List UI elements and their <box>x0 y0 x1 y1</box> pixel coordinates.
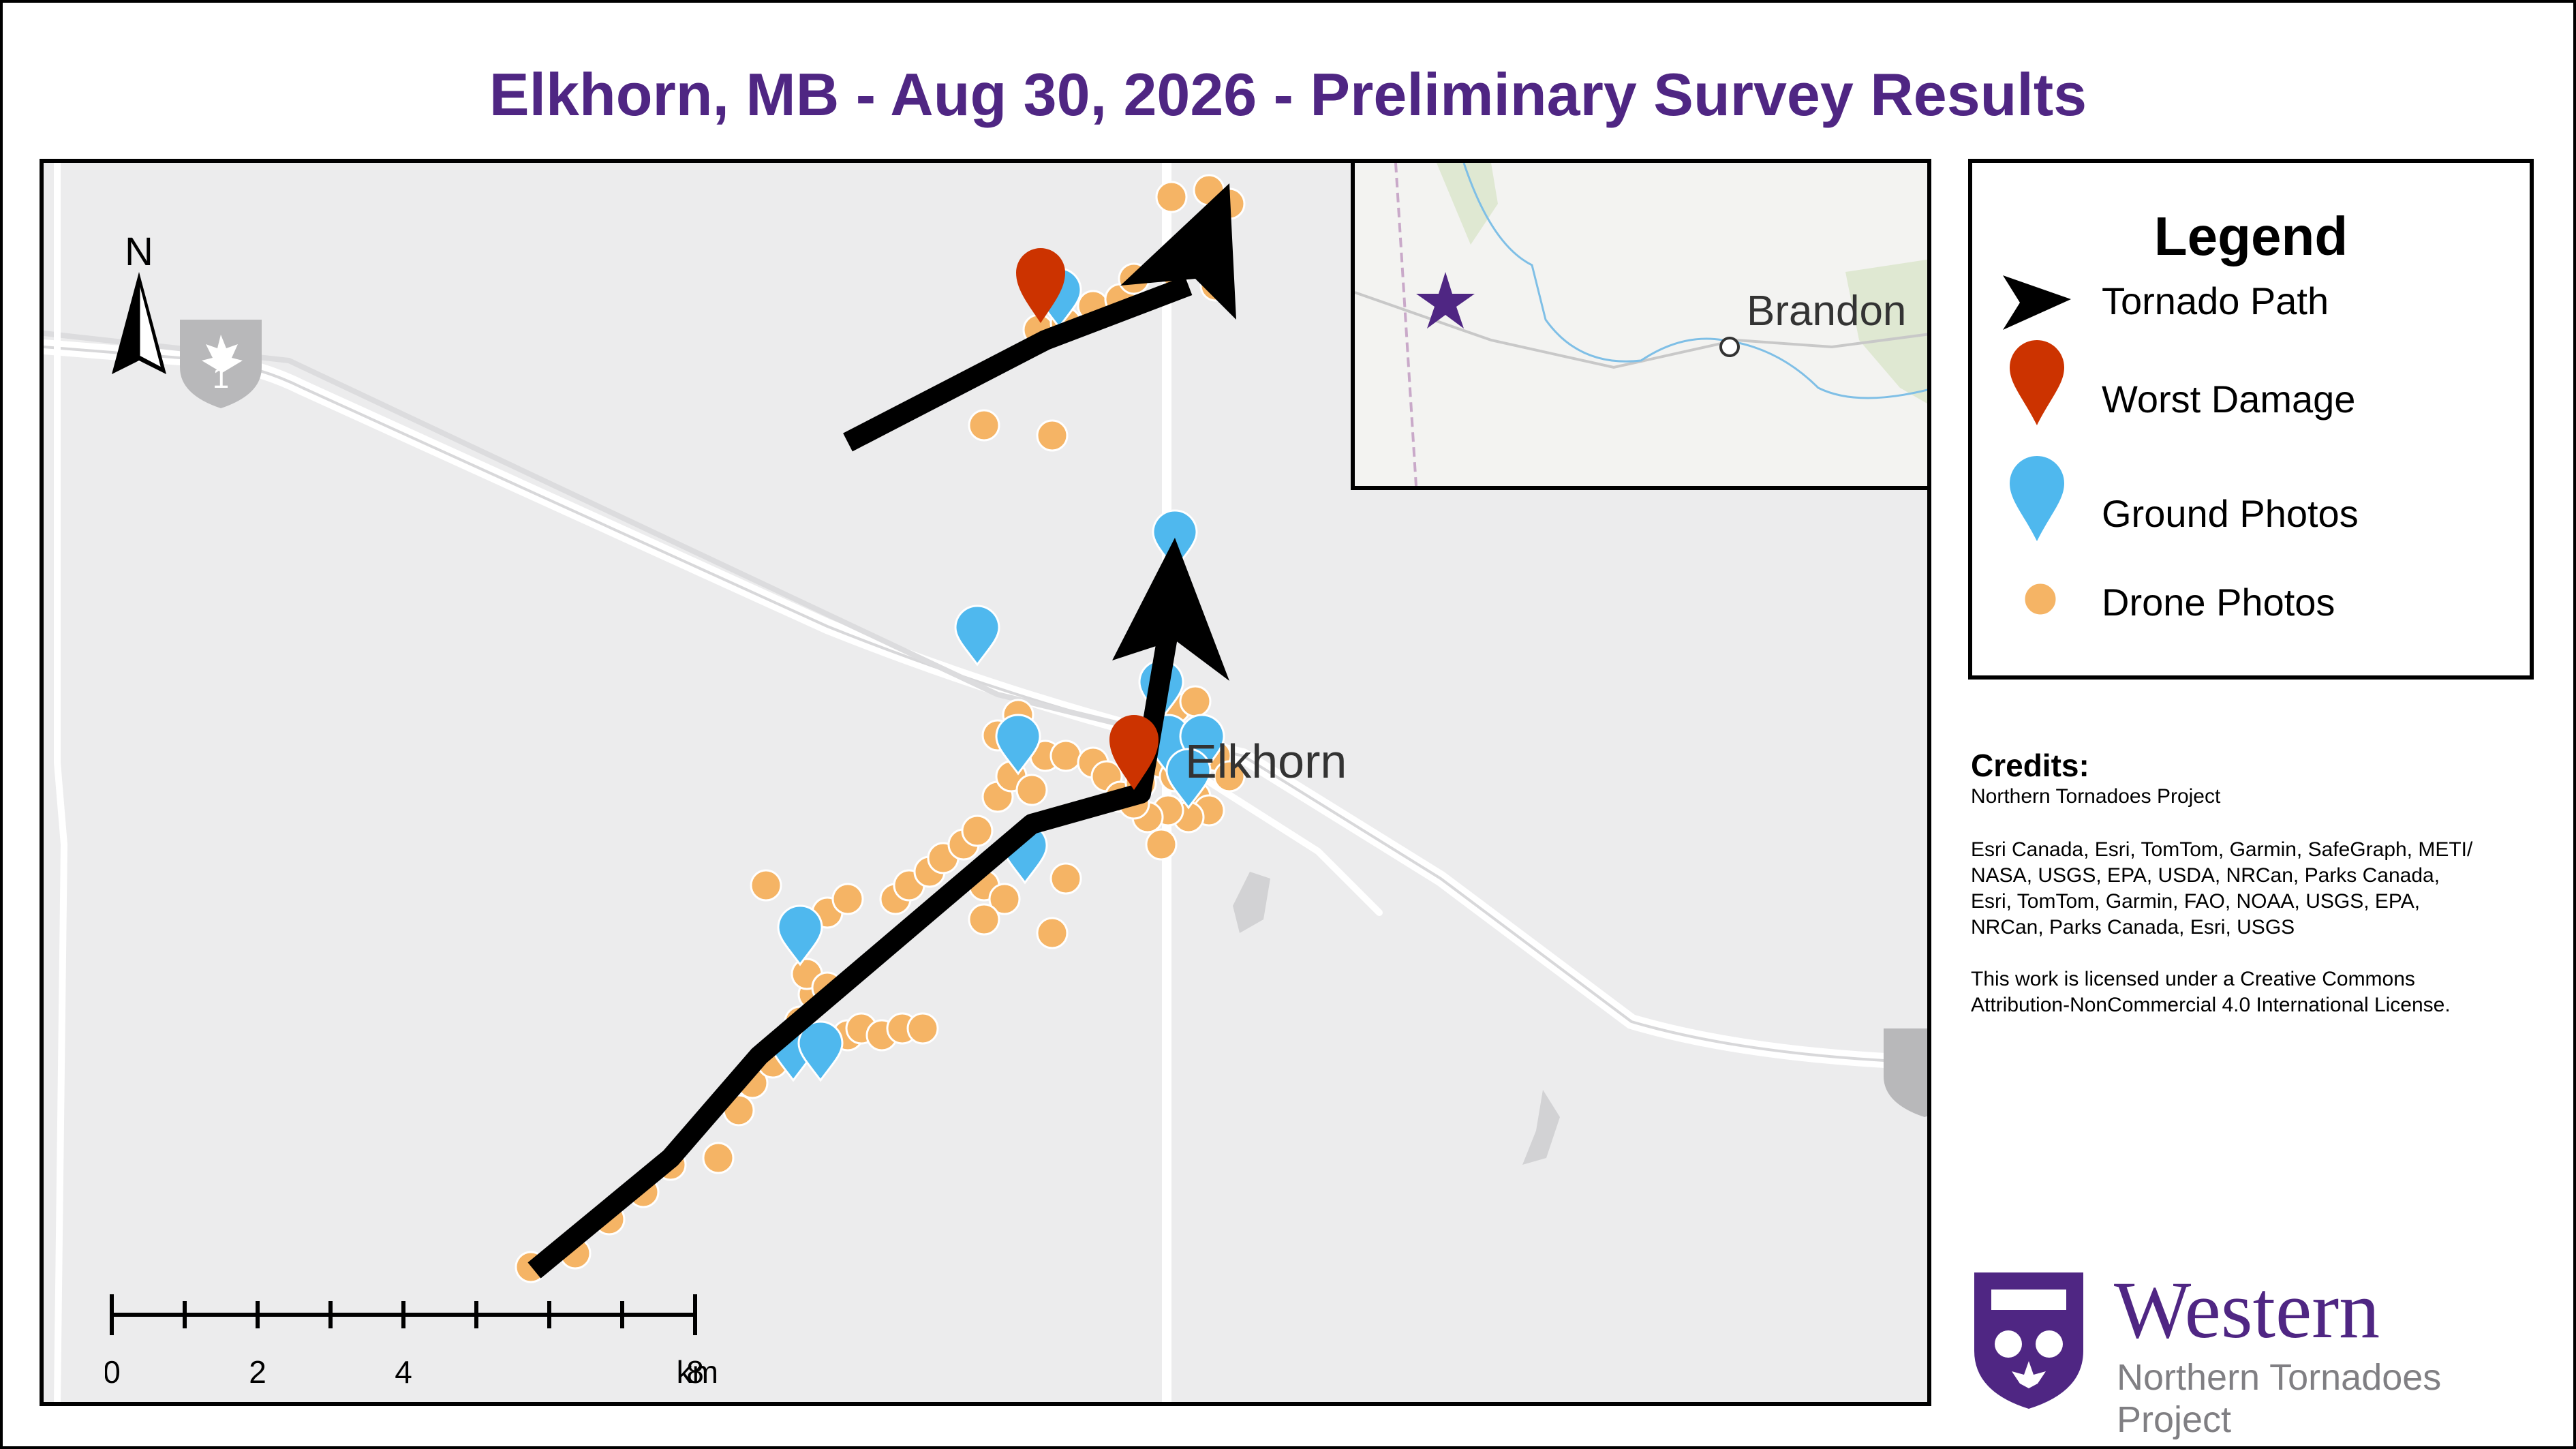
highway-shield: 1 <box>180 320 262 408</box>
drone-photo-marker[interactable] <box>968 903 1000 936</box>
drone-photo-marker[interactable] <box>1049 862 1082 895</box>
credits-license-line: This work is licensed under a Creative C… <box>1971 968 2415 990</box>
page-title: Elkhorn, MB - Aug 30, 2026 - Preliminary… <box>489 61 2087 128</box>
drone-photo-marker[interactable] <box>1145 828 1178 861</box>
tornado-path-north[interactable] <box>843 183 1236 452</box>
credits-license-line: Attribution-NonCommercial 4.0 Internatio… <box>1971 994 2451 1016</box>
drone-photo-marker[interactable] <box>988 883 1021 915</box>
ground-photo-pin[interactable] <box>995 714 1041 776</box>
east-road-branch <box>1165 752 1383 916</box>
credits-line: Northern Tornadoes Project <box>1971 785 2221 808</box>
lake <box>1233 872 1270 933</box>
legend-panel: Legend Tornado Path Worst Damage Ground … <box>1968 159 2534 680</box>
drone-photo-marker[interactable] <box>961 814 994 847</box>
ground-photo-pin[interactable] <box>954 605 1000 667</box>
western-logo: Western Northern Tornadoes Project <box>1971 1264 2557 1440</box>
ground-photo-pin[interactable] <box>1165 748 1212 810</box>
credits-heading: Credits: <box>1971 748 2089 783</box>
scale-tick-label: 0 <box>105 1354 121 1390</box>
red-pin-icon <box>2010 340 2064 425</box>
ground-photo-pin[interactable] <box>777 904 823 966</box>
drone-photo-marker[interactable] <box>831 883 864 915</box>
map-panel[interactable]: 1 N Elkhorn <box>40 159 1931 1406</box>
drone-photo-marker[interactable] <box>1155 181 1188 213</box>
black-arrow-icon <box>2003 275 2071 330</box>
orange-dot-icon <box>2023 581 2058 617</box>
drone-photo-marker[interactable] <box>1036 419 1069 452</box>
location-star-icon <box>1416 272 1475 329</box>
legend-label-ground-photos: Ground Photos <box>2102 492 2359 535</box>
worst-damage-pin[interactable] <box>1109 715 1159 790</box>
drone-photo-marker[interactable] <box>1049 739 1082 772</box>
highway-shield <box>1884 1028 1927 1117</box>
scale-bar: 0 2 4 8 km <box>105 1294 718 1390</box>
rail-line <box>44 331 1225 752</box>
scale-tick-label: 8 <box>686 1354 704 1390</box>
worst-damage-pin[interactable] <box>1016 248 1065 323</box>
north-arrow-icon <box>112 272 166 374</box>
legend-label-drone-photos: Drone Photos <box>2102 581 2335 624</box>
lake <box>1522 1090 1560 1165</box>
scale-tick-label: 4 <box>395 1354 412 1390</box>
logo-subline: Northern Tornadoes Project <box>2117 1357 2442 1440</box>
drone-photo-marker[interactable] <box>968 409 1000 442</box>
west-road <box>54 163 67 1402</box>
inset-map[interactable]: Brandon <box>1351 163 1927 490</box>
town-label-elkhorn: Elkhorn <box>1185 735 1347 788</box>
blue-pin-icon <box>2010 456 2064 541</box>
drone-photo-marker[interactable] <box>750 869 782 902</box>
drone-photo-marker[interactable] <box>906 1012 939 1045</box>
ground-photo-pin[interactable] <box>797 1020 844 1082</box>
drone-photo-marker[interactable] <box>1015 774 1048 806</box>
drone-photo-marker[interactable] <box>1213 760 1246 793</box>
logo-wordmark: Western <box>2114 1264 2380 1355</box>
western-crest-icon <box>1974 1272 2083 1409</box>
drone-photo-marker[interactable] <box>702 1142 735 1174</box>
credits-source-line: NRCan, Parks Canada, Esri, USGS <box>1971 916 2295 939</box>
credits-source-line: NASA, USGS, EPA, USDA, NRCan, Parks Cana… <box>1971 864 2440 887</box>
drone-photo-marker[interactable] <box>1036 917 1069 949</box>
scale-tick-label: 2 <box>249 1354 266 1390</box>
credits-block: Credits: Northern Tornadoes Project Esri… <box>1971 747 2557 1018</box>
legend-label-tornado-path: Tornado Path <box>2102 279 2329 322</box>
inset-map-canvas: Brandon <box>1355 163 1927 486</box>
legend-title: Legend <box>2153 206 2348 266</box>
inset-city-label: Brandon <box>1747 288 1906 335</box>
north-arrow-label: N <box>125 230 153 274</box>
credits-source-line: Esri Canada, Esri, TomTom, Garmin, SafeG… <box>1971 838 2473 861</box>
legend-label-worst-damage: Worst Damage <box>2102 378 2356 421</box>
drone-photo-marker[interactable] <box>1179 685 1212 718</box>
map-canvas[interactable]: 1 N <box>44 163 1927 1402</box>
credits-source-line: Esri, TomTom, Garmin, FAO, NOAA, USGS, E… <box>1971 890 2421 913</box>
scale-unit-label: km <box>677 1354 718 1390</box>
